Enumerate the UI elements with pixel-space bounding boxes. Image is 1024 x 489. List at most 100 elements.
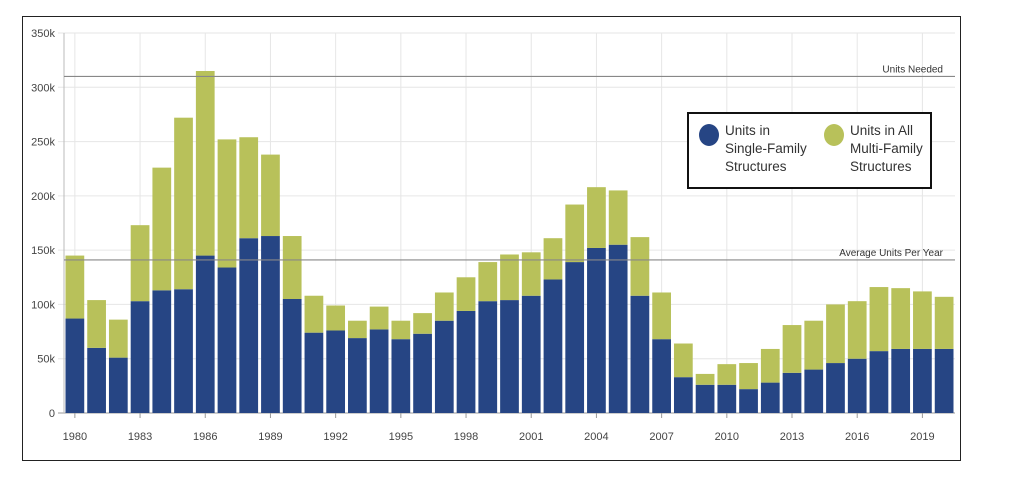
x-tick-label: 2010 — [715, 431, 739, 443]
bar-multi-family-2012 — [760, 348, 780, 383]
bar-single-family-2008 — [673, 377, 693, 413]
bar-single-family-2007 — [652, 339, 671, 413]
bar-single-family-2002 — [543, 279, 563, 413]
multi-family-swatch-icon — [824, 124, 844, 146]
bar-multi-family-1987 — [217, 139, 237, 268]
x-tick-label: 1980 — [63, 431, 87, 443]
y-tick-label: 150k — [31, 245, 55, 257]
y-tick-label: 300k — [31, 82, 55, 94]
bar-multi-family-2010 — [717, 364, 737, 385]
bar-single-family-2020 — [934, 348, 954, 413]
chart-frame — [22, 16, 961, 461]
x-tick-label: 2001 — [519, 431, 543, 443]
bar-multi-family-1981 — [87, 300, 106, 348]
bar-single-family-1983 — [130, 301, 150, 413]
y-tick-label: 200k — [31, 191, 55, 203]
bar-single-family-1988 — [239, 238, 259, 413]
bar-multi-family-1985 — [174, 117, 193, 290]
bar-multi-family-2016 — [847, 301, 867, 359]
y-tick-label: 350k — [31, 28, 55, 40]
bar-single-family-1989 — [261, 236, 280, 413]
bar-single-family-2016 — [847, 358, 867, 413]
x-tick-label: 1998 — [454, 431, 478, 443]
bar-single-family-1980 — [65, 318, 85, 413]
bar-single-family-1984 — [152, 290, 172, 413]
legend-item-single-family[interactable]: Units in Single-Family Structures — [699, 122, 815, 176]
bar-multi-family-2003 — [565, 204, 585, 263]
bar-single-family-1991 — [304, 332, 324, 413]
x-tick-label: 2016 — [845, 431, 869, 443]
bar-multi-family-2011 — [739, 363, 758, 390]
bar-single-family-2017 — [869, 351, 889, 413]
bar-single-family-2011 — [739, 389, 758, 413]
bar-single-family-1982 — [108, 357, 128, 413]
x-tick-label: 1989 — [258, 431, 282, 443]
bar-single-family-1997 — [434, 320, 454, 413]
single-family-swatch-icon — [699, 124, 719, 146]
bar-single-family-1995 — [391, 339, 411, 413]
bar-single-family-1990 — [282, 299, 302, 413]
reference-line-label: Average Units Per Year — [839, 248, 943, 259]
bar-multi-family-1982 — [108, 319, 128, 358]
bar-multi-family-1986 — [195, 71, 215, 256]
legend-label-line: Structures — [850, 159, 912, 174]
bar-single-family-2004 — [587, 247, 606, 413]
bar-multi-family-2006 — [630, 237, 650, 296]
bar-multi-family-1990 — [282, 236, 302, 299]
bar-multi-family-1984 — [152, 167, 172, 291]
bar-multi-family-1996 — [413, 313, 432, 334]
legend-label-line: Units in — [725, 123, 771, 138]
x-tick-label: 1983 — [128, 431, 152, 443]
y-tick-label: 250k — [31, 137, 55, 149]
x-tick-label: 2007 — [649, 431, 673, 443]
x-tick-label: 1995 — [389, 431, 413, 443]
bar-multi-family-2002 — [543, 238, 563, 280]
bar-single-family-2012 — [760, 382, 780, 413]
bar-multi-family-1994 — [369, 306, 389, 330]
bar-multi-family-2008 — [673, 343, 693, 378]
legend: Units in Single-Family Structures Units … — [687, 112, 932, 189]
legend-item-multi-family[interactable]: Units in All Multi-Family Structures — [824, 122, 940, 176]
legend-label-line: Structures — [725, 159, 787, 174]
x-tick-label: 1986 — [193, 431, 217, 443]
bar-multi-family-1997 — [434, 292, 454, 321]
bar-single-family-2009 — [695, 384, 715, 413]
bar-multi-family-1998 — [456, 277, 476, 311]
bar-single-family-2015 — [826, 363, 845, 413]
bar-multi-family-1989 — [261, 154, 280, 237]
legend-label-line: Single-Family — [725, 141, 807, 156]
bar-single-family-1987 — [217, 267, 237, 413]
bar-single-family-2003 — [565, 262, 585, 413]
bar-multi-family-1992 — [326, 305, 346, 331]
bar-single-family-2013 — [782, 372, 802, 413]
bar-single-family-1985 — [174, 289, 193, 413]
bar-single-family-2005 — [608, 244, 628, 413]
bar-multi-family-1995 — [391, 320, 411, 340]
bar-single-family-1999 — [478, 301, 498, 413]
bar-multi-family-1999 — [478, 262, 498, 302]
y-tick-label: 50k — [37, 354, 55, 366]
bar-single-family-2018 — [891, 348, 911, 413]
bar-multi-family-2001 — [521, 252, 541, 296]
y-tick-label: 0 — [49, 408, 55, 420]
x-tick-label: 1992 — [323, 431, 347, 443]
bar-multi-family-1980 — [65, 255, 85, 319]
y-tick-label: 100k — [31, 299, 55, 311]
bar-multi-family-2015 — [826, 304, 845, 364]
x-tick-label: 2013 — [780, 431, 804, 443]
bar-single-family-2010 — [717, 384, 737, 413]
bar-single-family-1992 — [326, 330, 346, 413]
legend-label-line: Multi-Family — [850, 141, 923, 156]
bar-single-family-1996 — [413, 333, 432, 413]
bar-multi-family-2007 — [652, 292, 671, 340]
bar-multi-family-1993 — [348, 320, 367, 339]
bar-single-family-2001 — [521, 295, 541, 413]
x-tick-label: 2019 — [910, 431, 934, 443]
bar-multi-family-2005 — [608, 190, 628, 245]
bar-multi-family-2014 — [804, 320, 824, 370]
bar-single-family-2019 — [913, 348, 932, 413]
bar-multi-family-2018 — [891, 288, 911, 349]
bar-single-family-2006 — [630, 295, 650, 413]
bar-single-family-2014 — [804, 369, 824, 413]
